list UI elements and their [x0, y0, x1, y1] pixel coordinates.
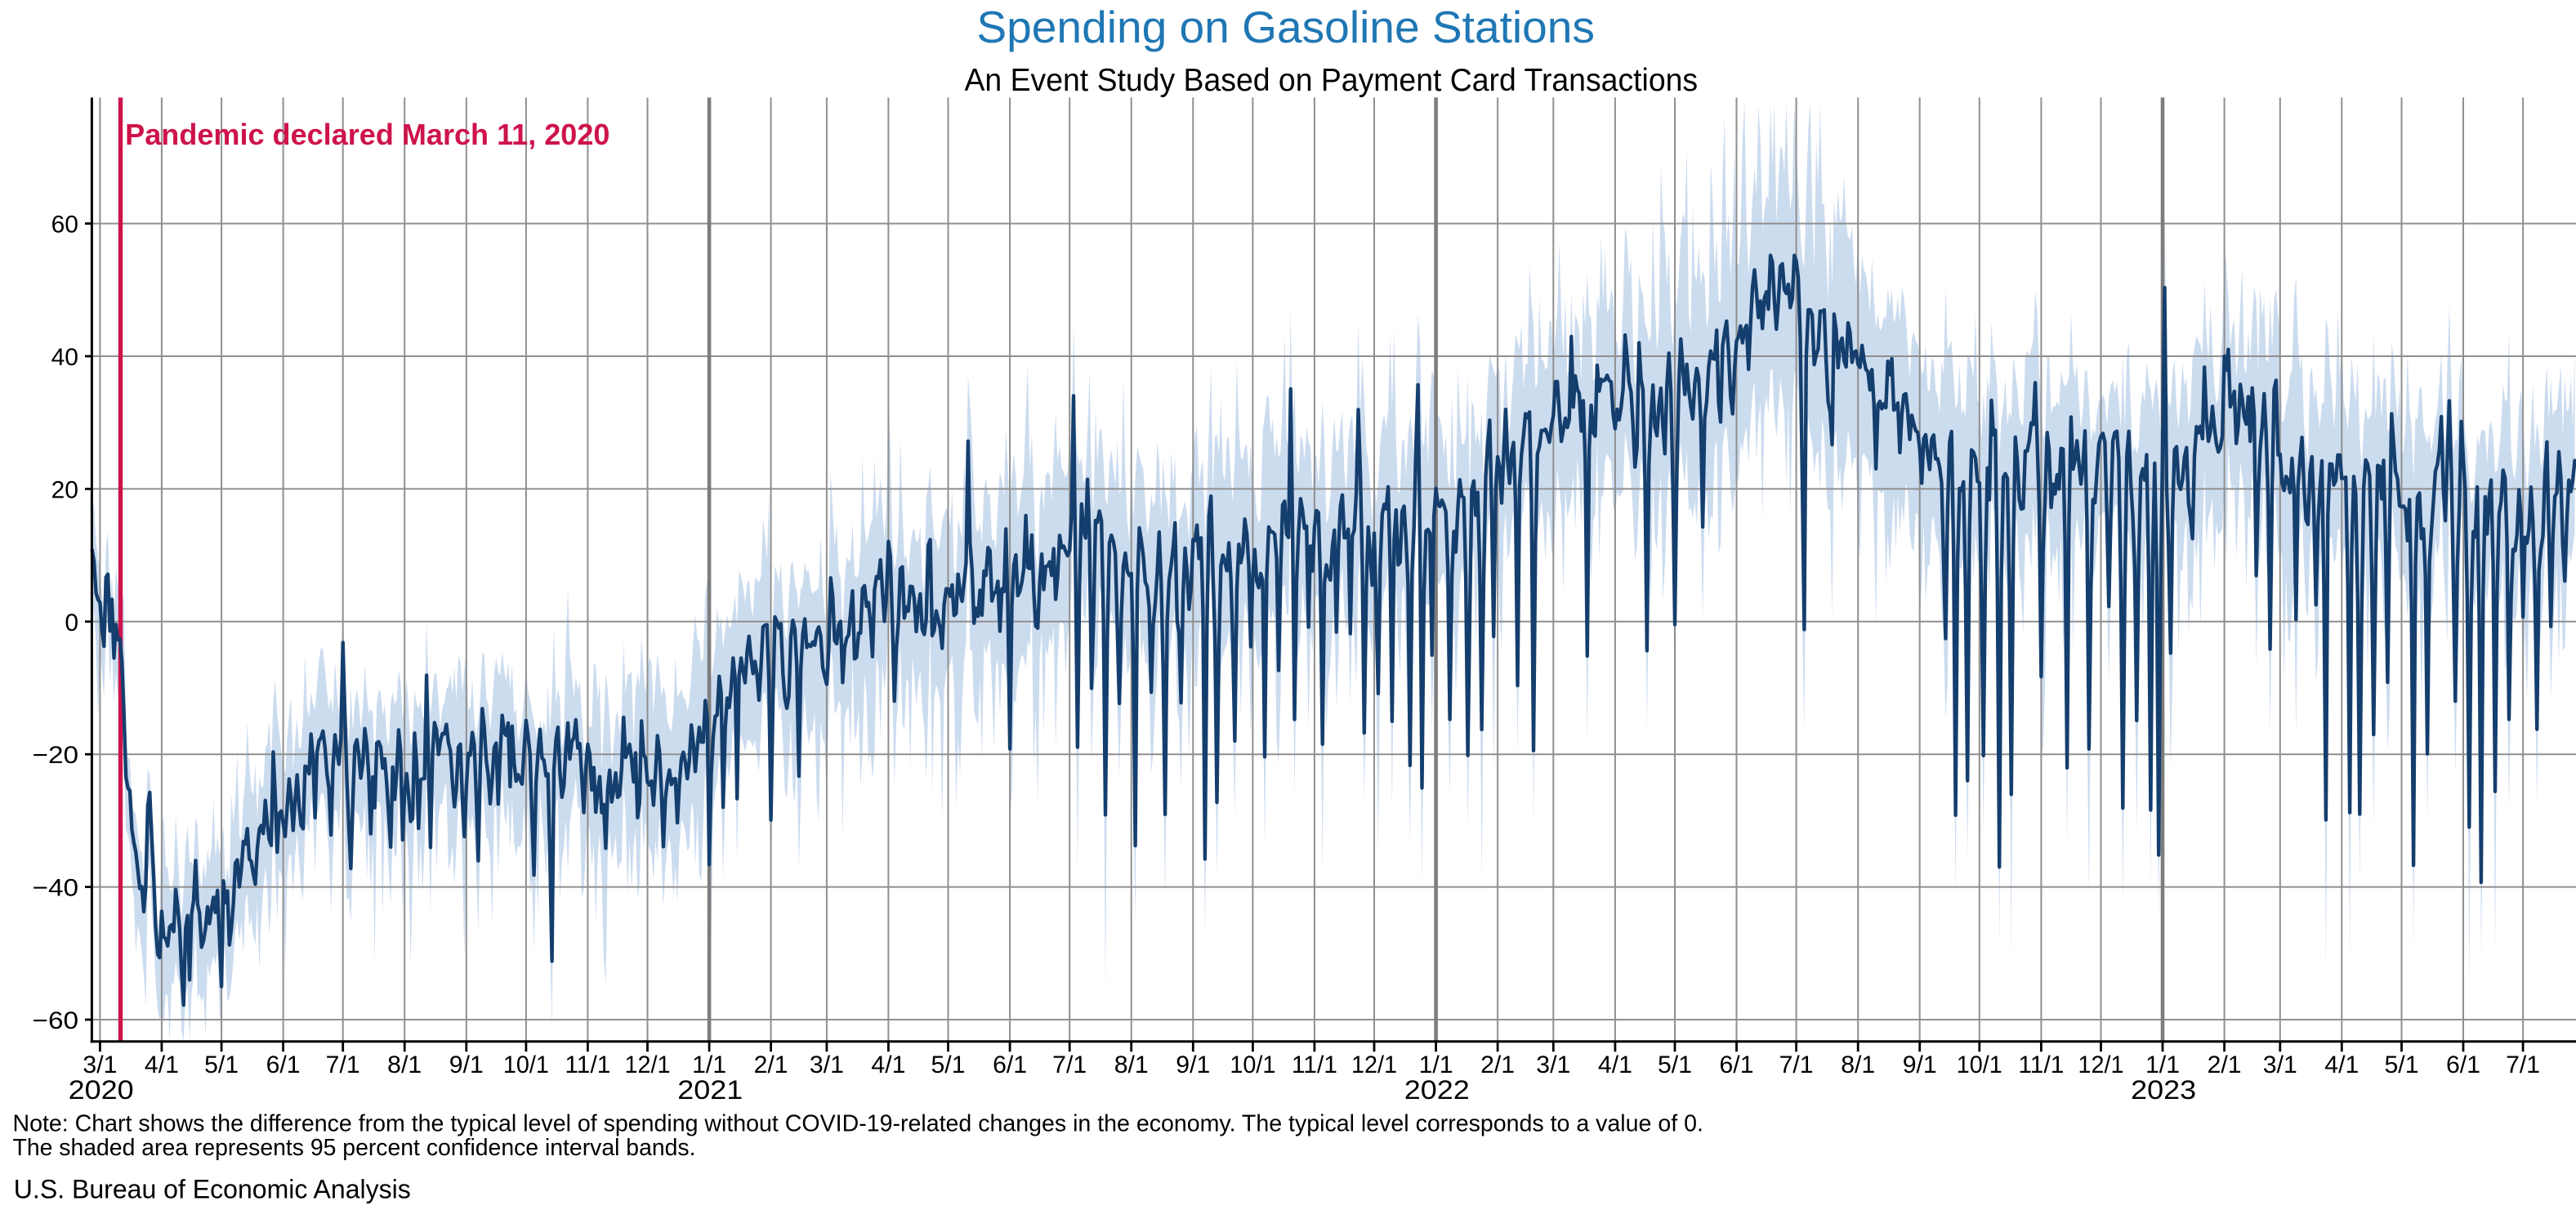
svg-text:−20: −20 — [33, 742, 79, 769]
svg-text:Note: Chart shows the differen: Note: Chart shows the difference from th… — [13, 1111, 1703, 1137]
svg-text:7/1: 7/1 — [1052, 1051, 1087, 1078]
svg-text:5/1: 5/1 — [931, 1051, 966, 1078]
svg-text:9/1: 9/1 — [449, 1051, 484, 1078]
svg-text:4/1: 4/1 — [1598, 1051, 1632, 1078]
svg-text:6/1: 6/1 — [1720, 1051, 1754, 1078]
svg-text:2021: 2021 — [677, 1075, 743, 1105]
svg-text:12/1: 12/1 — [625, 1051, 671, 1078]
svg-text:12/1: 12/1 — [2078, 1051, 2124, 1078]
svg-text:6/1: 6/1 — [993, 1051, 1027, 1078]
svg-text:9/1: 9/1 — [1903, 1051, 1937, 1078]
svg-text:10/1: 10/1 — [503, 1051, 549, 1078]
svg-text:4/1: 4/1 — [2324, 1051, 2359, 1078]
svg-text:−60: −60 — [33, 1007, 79, 1034]
svg-text:The shaded area represents 95: The shaded area represents 95 percent co… — [13, 1135, 696, 1161]
svg-text:1/1: 1/1 — [2145, 1051, 2180, 1078]
svg-text:10/1: 10/1 — [1230, 1051, 1275, 1078]
svg-text:2023: 2023 — [2131, 1075, 2196, 1105]
svg-text:8/1: 8/1 — [1841, 1051, 1875, 1078]
svg-text:3/1: 3/1 — [2263, 1051, 2297, 1078]
svg-text:60: 60 — [51, 212, 78, 239]
svg-text:5/1: 5/1 — [1658, 1051, 1692, 1078]
svg-text:8/1: 8/1 — [1114, 1051, 1149, 1078]
svg-text:Pandemic declared March 11, 20: Pandemic declared March 11, 2020 — [125, 118, 609, 151]
svg-text:U.S. Bureau of Economic Analys: U.S. Bureau of Economic Analysis — [14, 1175, 411, 1204]
svg-text:6/1: 6/1 — [2446, 1051, 2480, 1078]
svg-text:11/1: 11/1 — [1292, 1051, 1337, 1078]
svg-text:2/1: 2/1 — [1480, 1051, 1515, 1078]
svg-text:8/1: 8/1 — [387, 1051, 422, 1078]
svg-text:11/1: 11/1 — [565, 1051, 610, 1078]
svg-text:7/1: 7/1 — [1779, 1051, 1814, 1078]
svg-text:4/1: 4/1 — [145, 1051, 179, 1078]
svg-text:Spending on Gasoline Stations: Spending on Gasoline Stations — [976, 2, 1595, 52]
svg-text:7/1: 7/1 — [2506, 1051, 2540, 1078]
svg-text:3/1: 3/1 — [810, 1051, 844, 1078]
svg-text:5/1: 5/1 — [204, 1051, 239, 1078]
svg-text:1/1: 1/1 — [1419, 1051, 1453, 1078]
svg-text:3/1: 3/1 — [83, 1051, 117, 1078]
svg-text:2022: 2022 — [1404, 1075, 1470, 1105]
svg-text:20: 20 — [51, 476, 78, 503]
svg-text:6/1: 6/1 — [266, 1051, 301, 1078]
svg-text:0: 0 — [65, 609, 78, 636]
svg-text:4/1: 4/1 — [871, 1051, 905, 1078]
svg-text:11/1: 11/1 — [2018, 1051, 2064, 1078]
svg-text:5/1: 5/1 — [2385, 1051, 2419, 1078]
svg-text:An Event Study Based on Paymen: An Event Study Based on Payment Card Tra… — [965, 63, 1699, 98]
svg-text:1/1: 1/1 — [692, 1051, 726, 1078]
svg-text:12/1: 12/1 — [1351, 1051, 1397, 1078]
svg-text:−40: −40 — [33, 875, 79, 902]
svg-text:7/1: 7/1 — [326, 1051, 360, 1078]
svg-text:2020: 2020 — [69, 1075, 134, 1105]
svg-text:3/1: 3/1 — [1536, 1051, 1570, 1078]
svg-text:2/1: 2/1 — [2208, 1051, 2242, 1078]
svg-text:40: 40 — [51, 344, 78, 371]
svg-text:2/1: 2/1 — [754, 1051, 788, 1078]
svg-text:10/1: 10/1 — [1957, 1051, 2002, 1078]
svg-text:9/1: 9/1 — [1176, 1051, 1210, 1078]
